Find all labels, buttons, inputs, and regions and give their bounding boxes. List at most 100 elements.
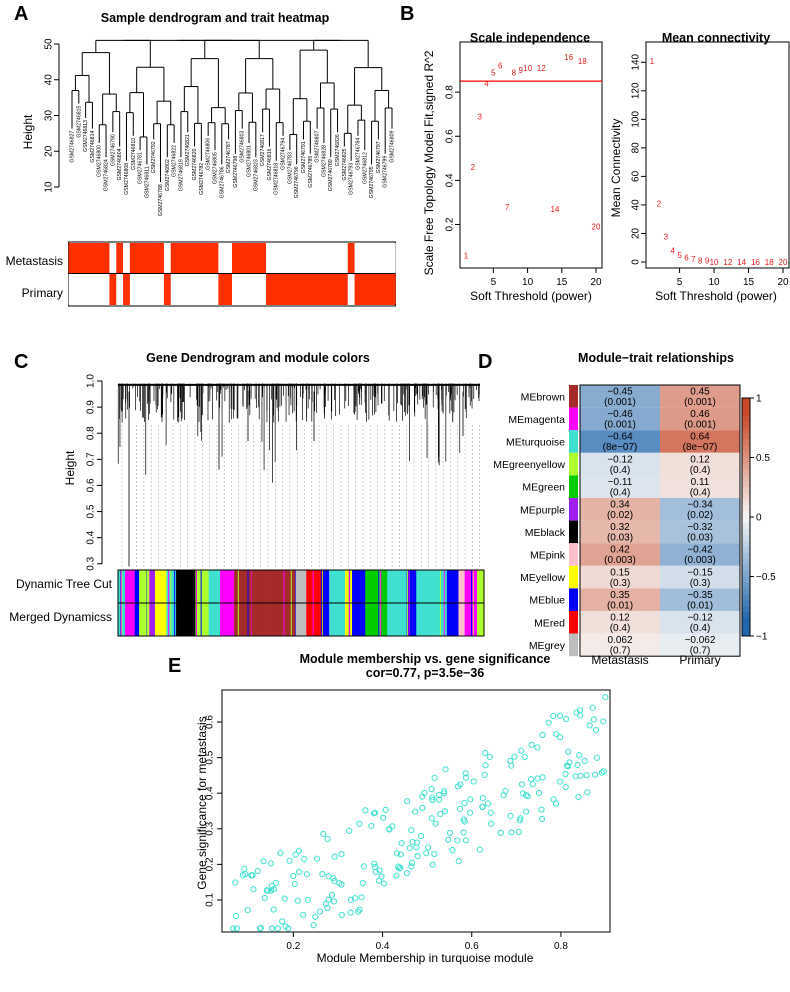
panel-c-ytick-label: 0.3 xyxy=(86,556,97,570)
scatter-point xyxy=(562,770,569,778)
panel-a-ytick-label: 30 xyxy=(44,110,55,122)
b2-ytick-label: 40 xyxy=(631,199,642,211)
sample-leaf-label: GSM2746804 xyxy=(117,148,123,180)
scatter-point xyxy=(272,879,280,887)
sample-leaf-label: GSM2746822 xyxy=(172,145,178,177)
panel-e-xtick-label: 0.8 xyxy=(554,941,568,952)
legend-gradient-step xyxy=(742,612,750,619)
b2-power-label: 7 xyxy=(691,255,696,264)
scatter-point xyxy=(511,753,518,760)
cell-correlation: −0.46 xyxy=(607,409,633,420)
panel-c-ytick-label: 0.8 xyxy=(86,426,97,440)
cell-pvalue: (0.02) xyxy=(607,510,633,521)
scatter-point xyxy=(462,770,469,777)
scatter-point xyxy=(268,925,276,932)
module-color-dynamic xyxy=(458,570,465,603)
legend-gradient-step xyxy=(742,528,750,536)
legend-gradient-step xyxy=(742,517,750,524)
module-color-dynamic xyxy=(311,570,324,603)
sample-leaf-label: GSM2746798 xyxy=(233,156,239,188)
panel-a-title: Sample dendrogram and trait heatmap xyxy=(101,11,330,25)
module-color-merged xyxy=(195,603,209,636)
cell-correlation: −0.42 xyxy=(687,545,713,556)
scatter-point xyxy=(325,896,332,903)
panel-e-ylabel: Gene significance for metastasis xyxy=(195,716,209,889)
trait-cell-metastasis xyxy=(238,243,246,274)
module-row-label: MEbrown xyxy=(521,391,566,403)
panel-d-title: Module−trait relationships xyxy=(578,351,734,365)
cell-pvalue: (0.003) xyxy=(684,555,716,566)
scatter-point xyxy=(313,855,321,862)
sample-leaf-label: GSM2746802 xyxy=(165,159,171,191)
module-color-merged xyxy=(295,603,307,636)
module-color-dynamic xyxy=(387,570,400,603)
trait-cell-primary xyxy=(306,274,315,305)
panel-label-e: E xyxy=(168,655,181,677)
trait-cell-metastasis xyxy=(361,243,369,274)
sample-leaf-label: GSM2746814 xyxy=(90,131,96,163)
scatter-point xyxy=(347,909,354,916)
cell-correlation: 0.34 xyxy=(610,500,630,511)
module-color-dynamic xyxy=(406,570,417,603)
module-row-label: MEgreenyellow xyxy=(493,459,565,471)
legend-tick-label: 0 xyxy=(756,513,762,524)
legend-tick-label: 1 xyxy=(756,394,762,405)
module-color-merged xyxy=(399,603,407,636)
scatter-point xyxy=(232,879,239,886)
sample-leaf-label: GSM2746799 xyxy=(383,156,389,188)
cell-pvalue: (0.4) xyxy=(690,465,711,476)
module-color-dynamic xyxy=(344,570,353,603)
trait-cell-primary xyxy=(95,274,103,305)
trait-cell-primary xyxy=(150,274,158,305)
sample-leaf-label: GSM2746817 xyxy=(260,134,266,166)
scatter-point xyxy=(462,837,470,844)
sample-leaf-label: GSM2746805 xyxy=(212,152,218,184)
module-color-merged xyxy=(176,603,189,636)
legend-gradient-step xyxy=(742,588,750,595)
b1-power-label: 1 xyxy=(464,251,469,260)
scatter-point xyxy=(538,806,545,813)
scatter-point xyxy=(577,712,584,719)
scatter-point xyxy=(368,822,375,830)
panel-label-a: A xyxy=(14,3,28,25)
scatter-point xyxy=(545,719,552,726)
scatter-point xyxy=(330,898,338,905)
scatter-point xyxy=(440,790,447,797)
panel-b1-title: Scale independence xyxy=(470,31,590,45)
module-color-merged xyxy=(352,603,366,636)
scatter-point xyxy=(336,880,343,887)
b1-ytick-label: 0.2 xyxy=(445,217,456,231)
module-color-dynamic xyxy=(365,570,374,603)
scatter-point xyxy=(389,823,396,830)
cell-correlation: −0.062 xyxy=(685,635,716,646)
panel-a-sample-dendrogram: Sample dendrogram and trait heatmap Heig… xyxy=(6,11,396,307)
cell-correlation: 0.12 xyxy=(690,454,710,465)
module-color-dynamic xyxy=(329,570,346,603)
scatter-point xyxy=(457,805,464,812)
module-color-dynamic xyxy=(438,570,448,603)
trait-row-primary-label: Primary xyxy=(22,286,63,300)
sample-leaf-label: GSM2746821 xyxy=(185,134,191,166)
trait-cell-metastasis xyxy=(82,243,90,274)
cell-pvalue: (0.4) xyxy=(610,623,631,634)
legend-gradient-step xyxy=(742,398,750,405)
scatter-point xyxy=(254,867,261,875)
trait-cell-primary xyxy=(225,274,233,305)
b1-power-label: 8 xyxy=(512,68,517,77)
scatter-point xyxy=(479,795,486,802)
module-color-dynamic xyxy=(134,570,140,603)
module-row-label: MEturquoise xyxy=(506,437,565,449)
panel-e-xtick-label: 0.4 xyxy=(376,941,390,952)
module-color-swatch xyxy=(569,543,578,566)
module-color-merged xyxy=(134,603,140,636)
panel-e-title: Module membership vs. gene significance xyxy=(300,652,551,666)
legend-gradient-step xyxy=(742,618,750,625)
sample-leaf-label: GSM2746825 xyxy=(342,148,348,180)
panel-c-ylabel: Height xyxy=(63,450,77,485)
trait-cell-metastasis xyxy=(381,243,389,274)
module-color-merged xyxy=(264,603,283,636)
scatter-point xyxy=(592,726,600,734)
module-color-merged xyxy=(322,603,330,636)
b2-power-label: 8 xyxy=(698,257,703,266)
scatter-point xyxy=(552,800,560,807)
